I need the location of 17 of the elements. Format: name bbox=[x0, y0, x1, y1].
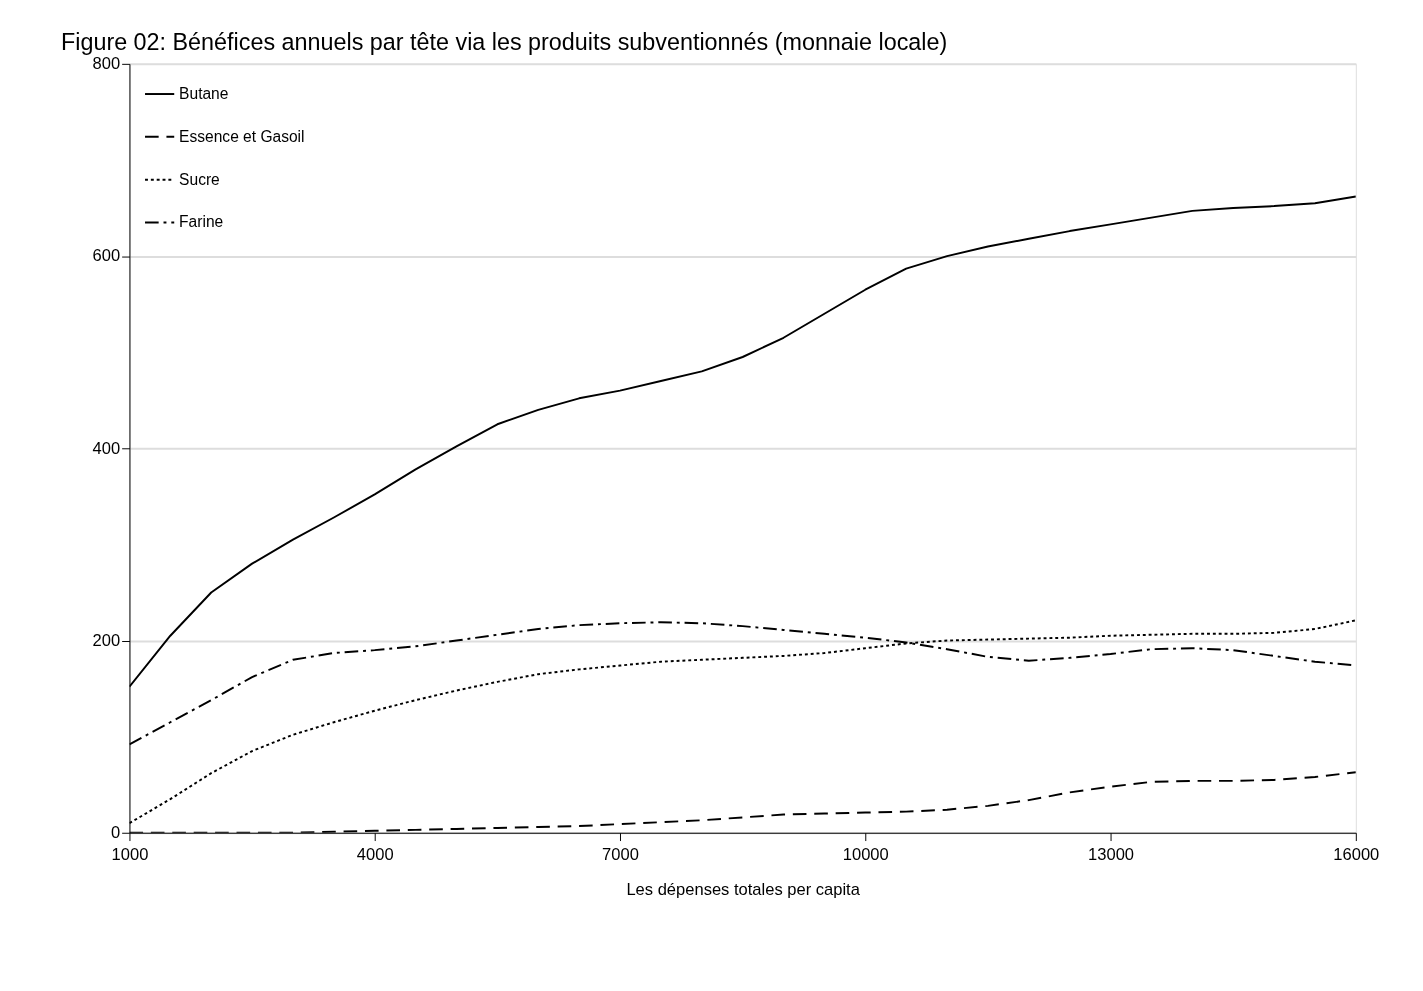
x-axis-title: Les dépenses totales per capita bbox=[626, 879, 861, 899]
legend-label: Butane bbox=[179, 84, 229, 102]
legend-label: Farine bbox=[179, 213, 224, 231]
x-tick-label: 7000 bbox=[602, 844, 639, 864]
x-tick-label: 1000 bbox=[111, 844, 149, 864]
y-tick-label: 200 bbox=[92, 630, 121, 650]
y-tick-label: 800 bbox=[92, 54, 121, 74]
y-tick-label: 0 bbox=[111, 823, 121, 843]
y-tick-label: 600 bbox=[92, 246, 121, 266]
legend-label: Essence et Gasoil bbox=[179, 127, 305, 145]
y-tick-label: 400 bbox=[92, 438, 121, 458]
x-tick-label: 4000 bbox=[356, 844, 394, 864]
legend-label: Sucre bbox=[179, 170, 220, 188]
x-tick-label: 10000 bbox=[842, 844, 889, 864]
x-tick-label: 16000 bbox=[1333, 844, 1380, 864]
x-tick-label: 13000 bbox=[1088, 844, 1135, 864]
chart-title: Figure 02: Bénéfices annuels par tête via les produits subventionnés (monnaie locale) bbox=[60, 29, 948, 56]
